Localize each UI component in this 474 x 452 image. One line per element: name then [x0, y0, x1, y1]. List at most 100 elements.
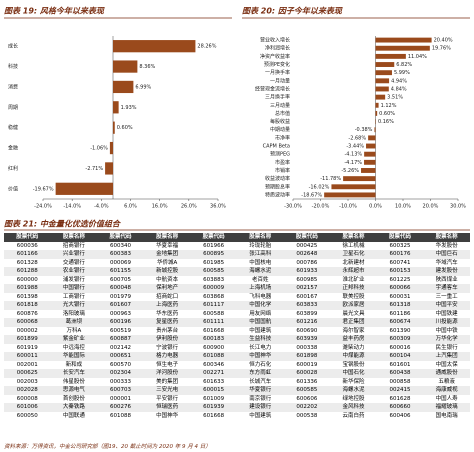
stock-name: 华发股份 — [435, 242, 458, 249]
category-label: 中期动量 — [270, 126, 290, 133]
stock-name: 洋河股份 — [143, 369, 191, 378]
stock-code: 600183 — [190, 335, 237, 344]
stock-code: 601088 — [190, 352, 237, 361]
bar — [375, 70, 392, 76]
bar — [105, 162, 113, 175]
figure-title: 图表 21: 中金量化优选价值组合 — [4, 219, 122, 229]
stock-code: 601006 — [4, 403, 51, 412]
x-tick-label: -4.0% — [94, 204, 109, 210]
x-tick-label: -24.0% — [34, 204, 52, 210]
stock-name: 玲珑轮胎 — [249, 242, 272, 249]
stock-name: 保利地产 — [143, 284, 191, 293]
stock-code: 000786 — [296, 259, 318, 266]
stock-name: 五粮液 — [438, 378, 455, 385]
stock-code: 002028 — [4, 386, 51, 395]
stock-code: 600066 — [376, 284, 424, 293]
stock-name: 绿地控股 — [342, 395, 365, 402]
stock-name: 宝钢股份 — [342, 361, 365, 368]
stock-name: 葛洲坝 — [50, 318, 98, 327]
stock-name: 国电南瑞 — [435, 412, 458, 419]
category-label: 总市值 — [275, 110, 290, 117]
stock-name: 华夏银行 — [236, 386, 284, 395]
stock-name: 海螺水泥 — [330, 386, 377, 395]
stock-name: 正邦科技 — [330, 284, 377, 293]
stock-name: 建设银行 — [236, 403, 284, 412]
x-tick-label: 6.0% — [124, 204, 137, 210]
value-label: 1.12% — [381, 103, 397, 109]
stock-name: 新和成 — [65, 361, 83, 368]
stock-name: 中国国航 — [236, 318, 284, 327]
stock-name: 北新建材 — [342, 259, 365, 266]
value-label: 20.40% — [434, 38, 453, 44]
header-cell: 股票代码 — [376, 233, 424, 242]
stock-code: 002304 — [97, 369, 144, 378]
bar — [113, 101, 119, 114]
value-label: 6.99% — [135, 84, 151, 90]
stock-name: 张江高科 — [236, 250, 284, 259]
header-cell: 股票名称 — [143, 233, 191, 242]
stock-code: 600570 — [109, 361, 131, 368]
category-label: 周期 — [8, 105, 18, 111]
category-label: 市销率 — [275, 167, 290, 174]
stock-name: 伊利股份 — [143, 335, 191, 344]
stock-code: 000425 — [296, 242, 318, 249]
stock-code: 600876 — [16, 310, 38, 317]
stock-code: 600048 — [97, 284, 144, 293]
table-row: 601288 农业银行 601155 新城控股 600585 海螺水泥 601933 永辉超市… — [4, 267, 470, 276]
stock-code: 601111 — [190, 318, 237, 327]
stock-code: 601919 — [16, 344, 38, 351]
category-label: 每股收益 — [270, 118, 290, 125]
header-cell: 股票代码 — [190, 233, 237, 242]
stock-name: 贵州茅台 — [156, 327, 179, 334]
stock-name: 晨光文具 — [342, 310, 365, 317]
stock-code: 600438 — [376, 369, 424, 378]
bar — [375, 37, 432, 43]
stock-code: 600741 — [389, 259, 411, 266]
stock-name: 长江电力 — [249, 344, 272, 351]
stock-code: 600585 — [190, 267, 237, 276]
bar — [113, 80, 134, 94]
table-row: 601166 兴业银行 600383 金地集团 600895 张江高科 002648 卫星石化… — [4, 250, 470, 259]
header-cell: 股票名称 — [50, 233, 98, 242]
stock-code: 601390 — [389, 327, 411, 334]
stock-name: 万科A — [66, 327, 82, 334]
stock-name: 农业银行 — [50, 267, 98, 276]
header-row: 股票代码 股票名称 股票代码 股票名称 股票代码 股票名称 股票代码 股票名称 股票代码 股票名称 — [4, 233, 470, 242]
stock-name: 长安汽车 — [50, 369, 98, 378]
x-tick-label: -30.0% — [284, 204, 302, 210]
stock-code: 601398 — [16, 293, 38, 300]
category-label: 经营现金流增长 — [255, 85, 290, 92]
value-label: 11.04% — [408, 54, 427, 60]
value-label: 5.99% — [394, 70, 410, 76]
category-label: 预测PE变化 — [264, 61, 290, 68]
x-tick-label: 36.0% — [210, 204, 226, 210]
value-label: 3.51% — [387, 95, 403, 101]
stock-name: 万华化学 — [423, 335, 470, 344]
stock-code: 600028 — [283, 369, 331, 378]
stock-code: 600900 — [203, 344, 225, 351]
stock-name: 飞科电器 — [249, 293, 272, 300]
stock-name: 伟星股份 — [62, 378, 85, 385]
stock-name: 招商银行 — [62, 242, 85, 249]
stock-code: 603899 — [296, 310, 318, 317]
stock-name: 欧派家居 — [330, 301, 377, 310]
stock-code: 600196 — [97, 318, 144, 327]
value-label: 4.84% — [391, 86, 407, 92]
stock-code: 603883 — [203, 276, 225, 283]
stock-name: 首创股份 — [62, 395, 85, 402]
stock-code: 603868 — [203, 293, 225, 300]
stock-code: 601939 — [190, 403, 237, 412]
stock-code: 601318 — [376, 301, 424, 310]
bar — [375, 94, 386, 100]
stock-name: 民生银行 — [435, 344, 458, 351]
stock-code: 601166 — [4, 250, 51, 259]
stock-name: 中国建筑 — [249, 327, 272, 334]
category-label: 特质波动率 — [265, 191, 290, 198]
source-note: 资料来源：万得资讯，中金公司研究部（图19、20 截止时间为 2020 年 9 … — [4, 444, 211, 450]
stock-name: 宇通客车 — [423, 284, 470, 293]
stock-code: 600690 — [296, 327, 318, 334]
stock-name: 永辉超市 — [330, 267, 377, 276]
table-row: 601899 紫金矿业 600887 伊利股份 600183 生益科技 603939 益丰药房… — [4, 335, 470, 344]
stock-code: 601009 — [203, 395, 225, 402]
stock-code: 601607 — [97, 301, 144, 310]
